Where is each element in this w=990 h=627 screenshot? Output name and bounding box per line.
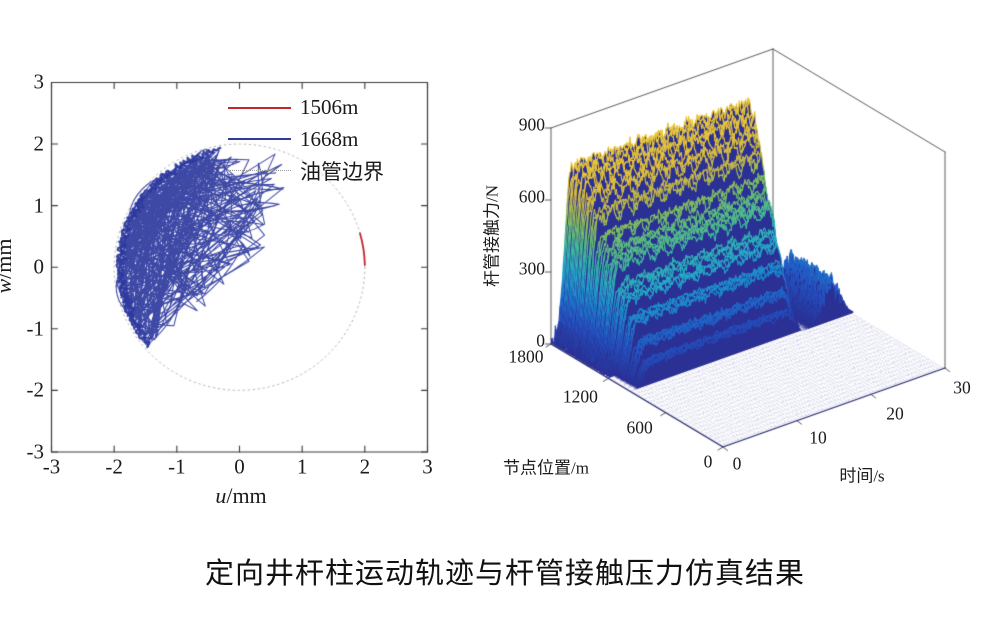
legend-item-1506m: 1506m (228, 92, 384, 124)
legend: 1506m 1668m 油管边界 (228, 92, 384, 187)
dotted-line-swatch (228, 170, 291, 172)
legend-item-boundary: 油管边界 (228, 155, 384, 187)
legend-item-1668m: 1668m (228, 124, 384, 156)
legend-label: 油管边界 (300, 159, 384, 184)
legend-label: 1506m (300, 95, 359, 120)
legend-label: 1668m (300, 126, 359, 151)
red-line-swatch (228, 106, 291, 109)
blue-line-swatch (228, 138, 291, 141)
